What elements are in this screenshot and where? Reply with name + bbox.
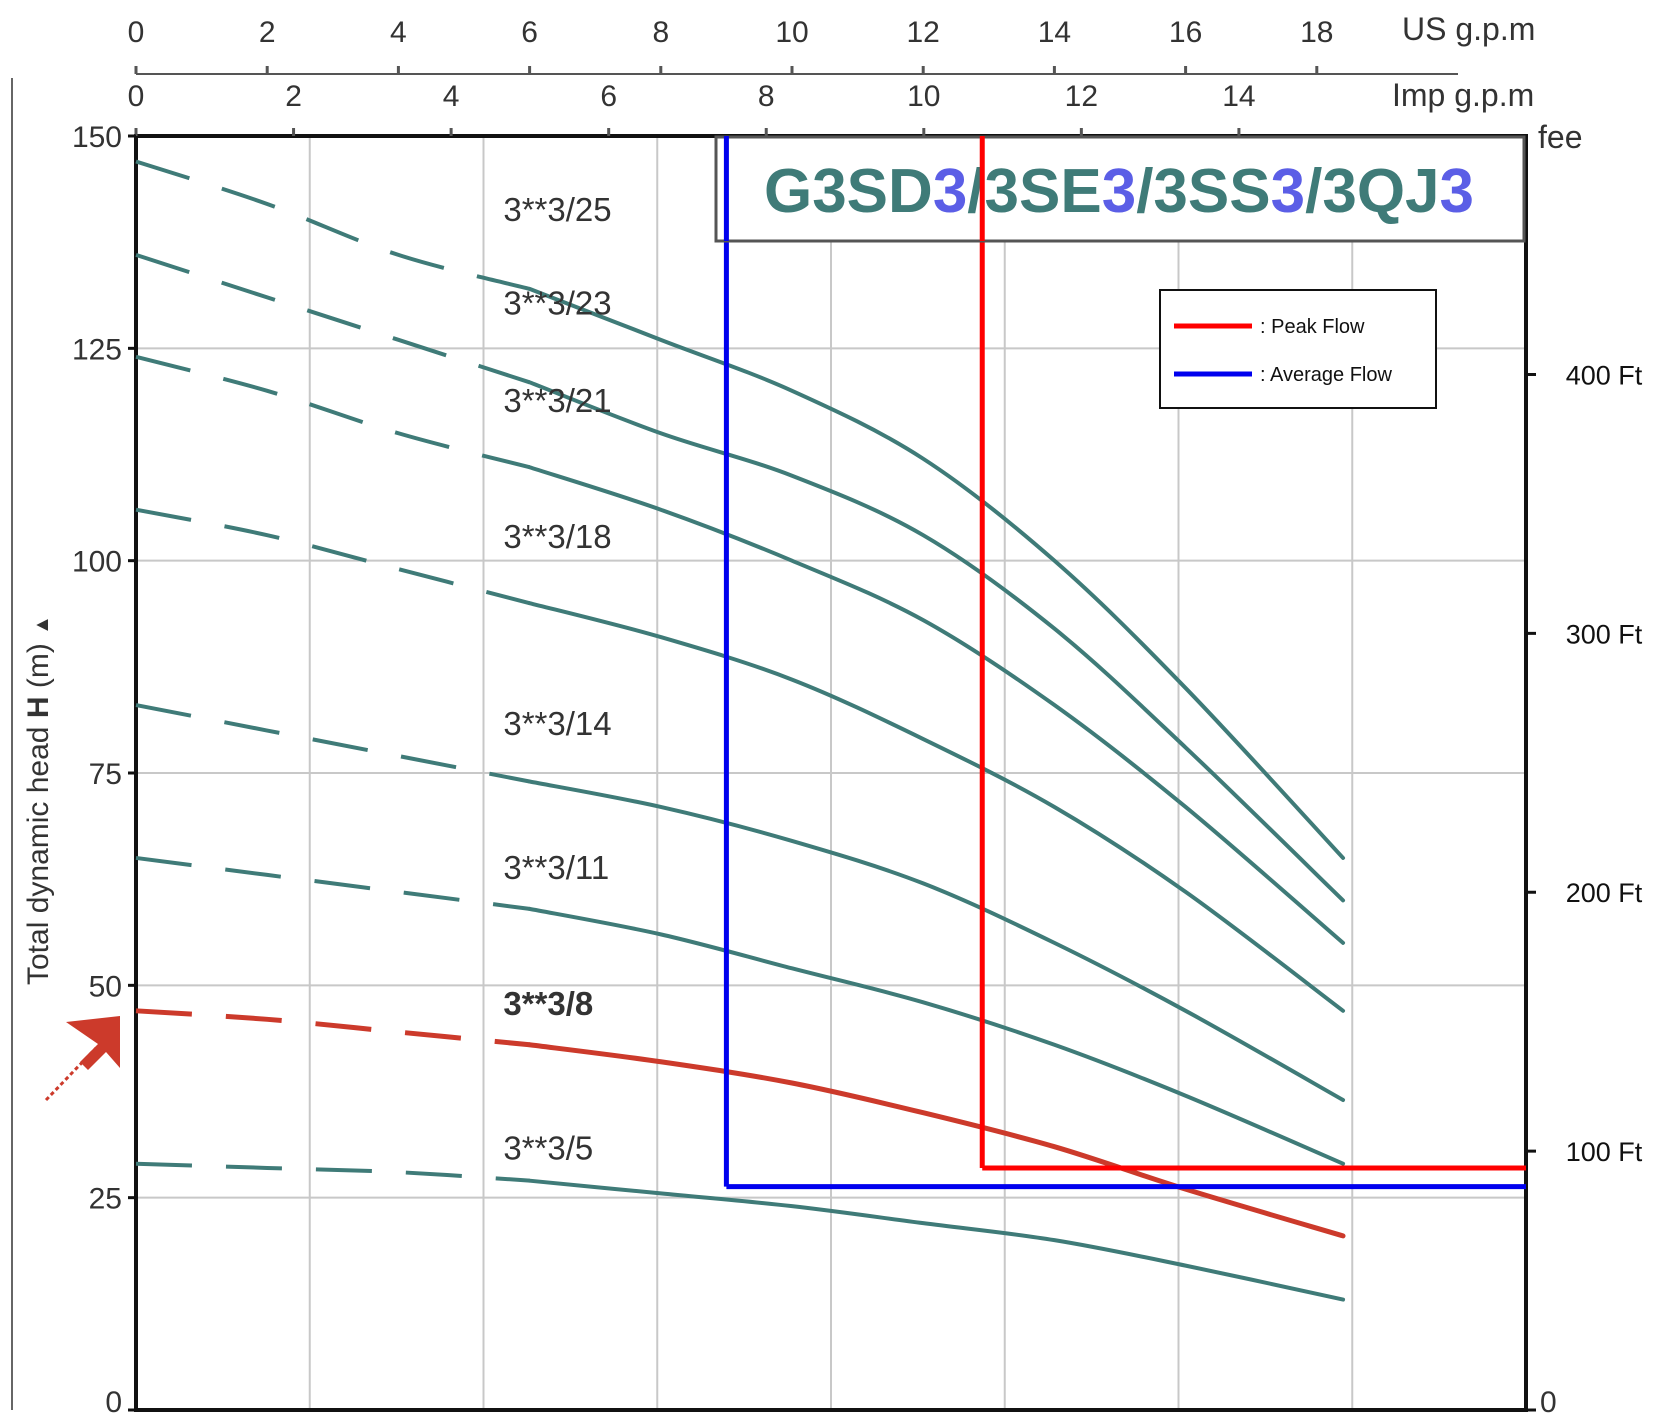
legend: : Peak Flow : Average Flow <box>1159 289 1437 409</box>
head-tick-label: 125 <box>72 333 122 366</box>
us-gpm-tick-label: 10 <box>775 16 808 49</box>
us-gpm-tick-label: 16 <box>1169 16 1202 49</box>
head-tick-label: 75 <box>89 758 122 791</box>
pump-curve <box>527 601 1346 1013</box>
us-gpm-axis: 0 2 4 6 8 10 12 14 16 18 US g.p.m <box>128 11 1535 75</box>
pump-curve-label: 3**3/14 <box>503 705 611 742</box>
imp-gpm-tick-label: 4 <box>443 80 460 113</box>
us-gpm-tick-label: 2 <box>259 16 276 49</box>
pump-curve <box>527 1178 1346 1302</box>
arrow-tail <box>44 1046 98 1102</box>
feet-unit: fee <box>1538 119 1582 155</box>
imp-gpm-axis: 0 2 4 6 8 10 12 14 Imp g.p.m <box>128 77 1534 136</box>
pump-curve <box>527 779 1346 1102</box>
pump-curve-label: 3**3/11 <box>503 849 609 886</box>
chart-title-part: /3SS <box>1136 157 1270 226</box>
imp-gpm-tick-label: 14 <box>1222 80 1255 113</box>
imp-gpm-tick-label: 0 <box>128 80 145 113</box>
us-gpm-tick-label: 4 <box>390 16 407 49</box>
chart-title-part: 3 <box>1440 157 1474 226</box>
arrow-icon <box>66 1016 120 1070</box>
y-axis-label-symbol: H <box>22 697 55 719</box>
us-gpm-tick-label: 12 <box>907 16 940 49</box>
pump-curve <box>527 380 1346 903</box>
head-tick-label: 50 <box>89 970 122 1003</box>
imp-gpm-tick-label: 12 <box>1065 80 1098 113</box>
feet-tick-label: 300 Ft <box>1566 619 1643 649</box>
reference-lines <box>723 136 1526 1190</box>
imp-gpm-tick-label: 10 <box>907 80 940 113</box>
chart-title-part: G3SD <box>764 157 933 226</box>
plot-frame <box>11 78 1528 1412</box>
chart-title-part: /3SE <box>967 157 1101 226</box>
pump-curves: 3**3/25 3**3/23 3**3/21 3**3/18 3**3/14 3**3/… <box>135 159 1346 1302</box>
legend-label: : Average Flow <box>1260 364 1392 386</box>
legend-box <box>1159 289 1437 409</box>
chart-title: G3SD3/3SE3/3SS3/3QJ3 <box>764 157 1474 226</box>
feet-tick-label: 400 Ft <box>1566 360 1643 390</box>
pump-curve-label: 3**3/8 <box>503 985 593 1022</box>
pump-curve <box>527 1042 1346 1239</box>
title-box: G3SD3/3SE3/3SS3/3QJ3 <box>714 135 1526 243</box>
legend-label: : Peak Flow <box>1260 316 1365 338</box>
head-tick-label: 100 <box>72 546 122 579</box>
us-gpm-tick-label: 14 <box>1038 16 1071 49</box>
head-tick-label: 25 <box>89 1183 122 1216</box>
pump-curve <box>527 465 1346 945</box>
pump-curve <box>527 906 1346 1166</box>
pump-curve-label: 3**3/23 <box>503 284 611 321</box>
pump-curve-dashed <box>135 159 531 291</box>
head-tick-label: 150 <box>72 121 122 154</box>
imp-gpm-tick-label: 8 <box>758 80 775 113</box>
imp-gpm-tick-label: 6 <box>600 80 617 113</box>
y-axis-label: Total dynamic head H (m) ▲ <box>22 615 55 985</box>
feet-tick-label: 200 Ft <box>1566 878 1643 908</box>
y-axis-label-arrow: ▲ <box>31 615 53 635</box>
pump-curve-dashed <box>135 1161 530 1183</box>
chart-title-part: 3 <box>1102 157 1136 226</box>
chart-title-part: 3 <box>1271 157 1305 226</box>
pump-curve-dashed <box>135 1008 530 1048</box>
us-gpm-tick-label: 18 <box>1300 16 1333 49</box>
pump-curve-dashed <box>135 855 530 911</box>
pump-curve <box>527 286 1346 860</box>
us-gpm-unit: US g.p.m <box>1402 11 1535 47</box>
pump-curve-dashed <box>135 354 531 470</box>
pump-curve-label: 3**3/25 <box>503 191 611 228</box>
chart-title-part: 3 <box>933 157 967 226</box>
pump-curve-dashed <box>135 703 530 784</box>
pump-curve-dashed <box>135 507 531 606</box>
y-axis-label-text: Total dynamic head <box>22 718 55 985</box>
imp-gpm-unit: Imp g.p.m <box>1392 77 1534 113</box>
pump-curve-label: 3**3/18 <box>503 518 611 555</box>
annotations <box>44 1016 120 1102</box>
chart-title-part: /3QJ <box>1305 157 1439 226</box>
feet-axis: fee 0 100 Ft 200 Ft 300 Ft 400 Ft <box>1524 119 1643 1419</box>
imp-gpm-tick-label: 2 <box>285 80 302 113</box>
us-gpm-tick-label: 0 <box>128 16 145 49</box>
pump-curve-dashed <box>135 253 531 385</box>
feet-tick-label: 0 <box>1540 1386 1557 1419</box>
us-gpm-tick-label: 6 <box>521 16 538 49</box>
head-axis: 0 25 50 75 100 125 150 Total dynamic head H (m)… <box>22 121 136 1419</box>
us-gpm-tick-label: 8 <box>652 16 669 49</box>
pump-curve-label: 3**3/5 <box>503 1129 593 1166</box>
pump-curve-label: 3**3/21 <box>503 382 611 419</box>
y-axis-label-unit: (m) <box>22 635 55 697</box>
title-box-border <box>714 135 1526 243</box>
head-tick-label: 0 <box>105 1386 122 1419</box>
feet-tick-label: 100 Ft <box>1566 1137 1643 1167</box>
